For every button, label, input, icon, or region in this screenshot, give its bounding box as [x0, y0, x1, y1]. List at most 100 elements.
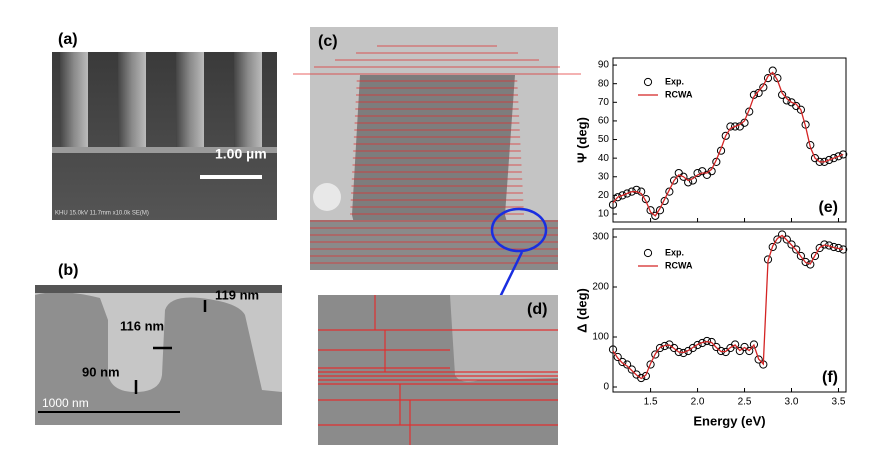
legend-label: RCWA — [665, 89, 693, 99]
rcwa-layers — [318, 295, 558, 445]
data-point — [712, 342, 721, 352]
data-point — [806, 260, 815, 269]
data-point — [613, 352, 622, 362]
data-point — [773, 235, 782, 244]
data-point — [754, 355, 763, 364]
data-point — [759, 83, 768, 92]
legend-symbol — [643, 77, 653, 87]
data-point — [796, 105, 806, 114]
data-point — [796, 251, 806, 261]
data-point — [660, 196, 669, 206]
plot-frame — [612, 57, 847, 223]
scale-text: 1000 nm — [42, 396, 89, 410]
data-point — [613, 193, 622, 202]
data-point — [778, 230, 787, 239]
data-point — [669, 176, 679, 185]
data-point — [801, 257, 810, 267]
data-point — [735, 346, 744, 356]
data-point — [632, 185, 641, 194]
y-tick-label: 80 — [598, 78, 610, 89]
data-point — [627, 365, 636, 374]
y-tick-label: 10 — [598, 209, 610, 220]
data-point — [749, 340, 759, 349]
y-tick-label: 30 — [598, 171, 610, 182]
data-point — [782, 96, 791, 105]
dimension: 119 nm — [215, 287, 259, 302]
rcwa-layers — [293, 45, 581, 264]
data-point — [655, 343, 665, 353]
data-point — [806, 141, 815, 150]
data-point — [740, 342, 749, 352]
x-axis-label: Energy (eV) — [693, 413, 765, 428]
scale-text: 1.00 µm — [215, 146, 267, 162]
data-point — [646, 206, 655, 215]
dimension: 116 nm — [120, 318, 164, 333]
y-tick-label: 0 — [603, 382, 609, 393]
data-point — [618, 357, 627, 367]
legend-label: Exp. — [665, 76, 684, 86]
substrate — [310, 220, 558, 270]
substrate-edge — [52, 147, 277, 153]
y-tick-label: 70 — [598, 97, 610, 108]
charts: 10 20 30 40 50 60 70 80 90 Exp. RCWA (e) Ψ (deg) 0 100… — [574, 57, 848, 428]
data-point — [608, 345, 618, 354]
zoom-region — [318, 295, 558, 445]
data-point — [622, 360, 632, 369]
particle — [313, 183, 341, 211]
dimension: 90 nm — [82, 364, 120, 379]
y-tick-label: 300 — [592, 232, 609, 243]
data-point — [622, 189, 632, 198]
trench — [35, 292, 282, 425]
y-tick-label: 90 — [598, 60, 610, 71]
data-point — [684, 178, 693, 187]
top-edge — [35, 285, 282, 293]
panel-label: (c) — [318, 33, 338, 50]
plot-frame — [612, 228, 847, 393]
data-point — [669, 343, 679, 353]
data-point — [768, 242, 777, 252]
panel-label: (f) — [822, 369, 838, 386]
data-point — [768, 66, 777, 75]
data-line — [612, 71, 844, 217]
data-point — [792, 245, 801, 254]
data-point — [646, 360, 655, 369]
data-point — [834, 152, 843, 161]
data-point — [731, 122, 740, 131]
data-point — [839, 245, 848, 254]
data-point — [608, 200, 618, 209]
legend-symbol — [643, 248, 653, 258]
ridges — [60, 52, 262, 147]
data-point — [787, 240, 796, 249]
ridge — [352, 75, 515, 240]
panel-label: (e) — [818, 199, 838, 216]
data-point — [660, 341, 669, 351]
legend-label: Exp. — [665, 247, 684, 257]
panel-label: (b) — [58, 262, 78, 279]
data-point — [637, 373, 646, 383]
x-tick-label: 3.5 — [832, 397, 846, 408]
data-point — [679, 348, 688, 358]
data-point — [641, 195, 650, 204]
y-tick-label: 200 — [592, 282, 609, 293]
data-point — [655, 206, 665, 215]
x-tick-label: 1.5 — [644, 397, 658, 408]
sem-info: KHU 15.0kV 11.7mm x10.0k SE(M) — [55, 211, 149, 217]
y-tick-label: 100 — [592, 332, 609, 343]
x-tick-label: 3.0 — [785, 397, 799, 408]
data-point — [731, 340, 740, 349]
data-point — [698, 338, 707, 348]
data-point — [679, 172, 688, 181]
data-point — [839, 150, 848, 159]
y-tick-label: 40 — [598, 153, 610, 164]
data-point — [745, 346, 754, 356]
x-tick-label: 2.5 — [738, 397, 752, 408]
y-tick-label: 50 — [598, 134, 610, 145]
legend-label: RCWA — [665, 260, 693, 270]
y-tick-label: 20 — [598, 190, 610, 201]
data-point — [721, 131, 730, 140]
data-line — [612, 234, 844, 380]
y-tick-label: 60 — [598, 116, 610, 127]
data-point — [820, 240, 829, 249]
data-point — [651, 211, 660, 220]
